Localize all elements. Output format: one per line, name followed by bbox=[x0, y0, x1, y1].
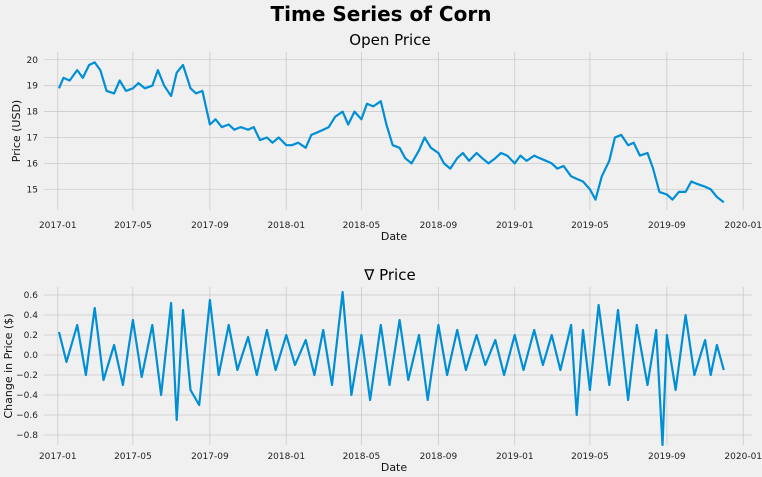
y-tick-label: 20 bbox=[27, 56, 39, 66]
x-axis-label: Date bbox=[381, 230, 408, 243]
x-tick-label: 2017-05 bbox=[114, 452, 152, 462]
y-tick-label: −0.4 bbox=[16, 391, 38, 401]
y-tick-label: 0.0 bbox=[24, 351, 39, 361]
x-tick-label: 2018-01 bbox=[267, 221, 305, 231]
x-tick-label: 2019-09 bbox=[648, 221, 686, 231]
x-tick-label: 2018-01 bbox=[267, 452, 305, 462]
y-tick-label: 17 bbox=[27, 133, 38, 143]
x-tick-label: 2017-09 bbox=[191, 221, 229, 231]
x-tick-label: 2019-05 bbox=[571, 221, 609, 231]
figure-title: Time Series of Corn bbox=[270, 2, 492, 26]
series-line bbox=[57, 61, 725, 204]
x-tick-label: 2017-01 bbox=[39, 452, 77, 462]
x-tick-label: 2019-01 bbox=[496, 221, 534, 231]
y-tick-label: 0.4 bbox=[24, 311, 39, 321]
y-tick-label: 18 bbox=[27, 108, 39, 118]
x-axis-label: Date bbox=[381, 461, 408, 474]
x-tick-label: 2018-05 bbox=[343, 452, 381, 462]
x-tick-label: 2020-01 bbox=[724, 452, 762, 462]
x-tick-label: 2019-01 bbox=[496, 452, 534, 462]
y-tick-label: −0.6 bbox=[16, 411, 38, 421]
x-tick-label: 2019-05 bbox=[571, 452, 609, 462]
x-tick-label: 2019-09 bbox=[648, 452, 686, 462]
y-tick-label: −0.8 bbox=[16, 431, 38, 441]
x-tick-label: 2017-01 bbox=[39, 221, 77, 231]
y-tick-label: 0.6 bbox=[24, 291, 39, 301]
y-tick-label: 16 bbox=[27, 159, 39, 169]
y-tick-label: 0.2 bbox=[24, 331, 38, 341]
plot-title: Open Price bbox=[349, 31, 430, 49]
x-tick-label: 2018-05 bbox=[343, 221, 381, 231]
gradient-price-panel: 2017-01 2017-05 2017-09 2018-01 2018-05 2018-… bbox=[2, 266, 762, 474]
plot-title: ∇ Price bbox=[363, 266, 415, 284]
x-tick-label: 2018-09 bbox=[420, 452, 458, 462]
y-tick-label: −0.2 bbox=[16, 371, 38, 381]
y-axis-label: Change in Price ($) bbox=[2, 313, 15, 418]
x-tick-label: 2018-09 bbox=[420, 221, 458, 231]
y-tick-label: 19 bbox=[27, 82, 39, 92]
x-tick-label: 2017-09 bbox=[191, 452, 229, 462]
x-tick-label: 2020-01 bbox=[724, 221, 762, 231]
series-line bbox=[57, 290, 725, 447]
y-tick-label: 15 bbox=[27, 185, 38, 195]
y-axis-label: Price (USD) bbox=[10, 100, 23, 162]
x-tick-label: 2017-05 bbox=[114, 221, 152, 231]
open-price-panel: 2017-01 2017-05 2017-09 2018-01 2018-05 2018-… bbox=[10, 31, 762, 243]
